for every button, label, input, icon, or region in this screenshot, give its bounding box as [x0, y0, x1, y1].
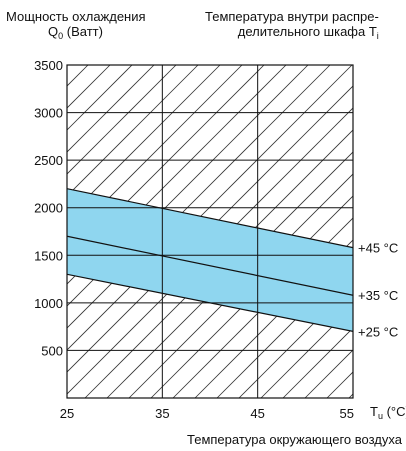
y-axis-title-line1: Мощность охлаждения — [6, 9, 146, 24]
hatch-line — [150, 195, 353, 398]
hatch-line — [172, 217, 353, 398]
y-tick-label: 1500 — [34, 248, 63, 263]
y-tick-label: 2000 — [34, 201, 63, 216]
x-axis-unit: Tu (°C) — [370, 404, 406, 421]
plot-frame — [66, 64, 354, 399]
x-tick-label: 45 — [250, 406, 264, 421]
plot-border — [66, 64, 354, 399]
chart-title-line2: делительного шкафа Ti — [237, 24, 379, 41]
series-line — [67, 188, 353, 249]
series-layer — [67, 188, 353, 332]
x-tick-label: 55 — [340, 406, 354, 421]
x-axis-title: Температура окружающего воздуха — [187, 432, 402, 447]
tick-labels: 500 1000 1500 2000 2500 3000 3500 25 35 45 55 — [34, 58, 354, 421]
y-tick-label: 1000 — [34, 296, 63, 311]
hatch-line — [0, 65, 22, 398]
x-tick-label: 35 — [155, 406, 169, 421]
chart-title: Температура внутри распре- делительного … — [205, 9, 379, 44]
series-label: +35 °C — [358, 288, 398, 303]
hatch-line — [348, 393, 353, 398]
hatch-line — [216, 261, 353, 398]
hatch-line — [326, 371, 353, 398]
y-axis-title-line2: Q0 (Ватт) — [48, 24, 103, 41]
hatch-line — [67, 65, 199, 197]
hatch-line — [304, 349, 353, 398]
y-axis-title: Мощность охлаждения Q0 (Ватт) — [6, 9, 146, 44]
hatch-line — [67, 65, 177, 175]
y-tick-label: 3500 — [34, 58, 63, 73]
x-tick-label: 25 — [60, 406, 74, 421]
hatch-line — [260, 305, 353, 398]
series-line — [67, 273, 353, 332]
hatch-line — [67, 65, 155, 153]
temperature-band — [67, 188, 353, 332]
hatch-line — [67, 65, 221, 219]
hatch-line — [67, 65, 133, 131]
band-layer — [67, 188, 353, 332]
series-label: +45 °C — [358, 241, 398, 256]
series-line — [67, 235, 353, 296]
hatch-line — [238, 283, 353, 398]
hatch-line — [128, 173, 353, 398]
hatch-line — [282, 327, 353, 398]
y-tick-label: 3000 — [34, 106, 63, 121]
series-labels: +45 °C +35 °C +25 °C — [358, 241, 398, 340]
y-tick-label: 2500 — [34, 153, 63, 168]
hatch-line — [194, 239, 353, 398]
chart-title-line1: Температура внутри распре- — [205, 9, 379, 24]
y-tick-label: 500 — [41, 343, 63, 358]
series-label: +25 °C — [358, 324, 398, 339]
hatch-line — [393, 65, 406, 398]
hatch-line — [371, 65, 406, 398]
